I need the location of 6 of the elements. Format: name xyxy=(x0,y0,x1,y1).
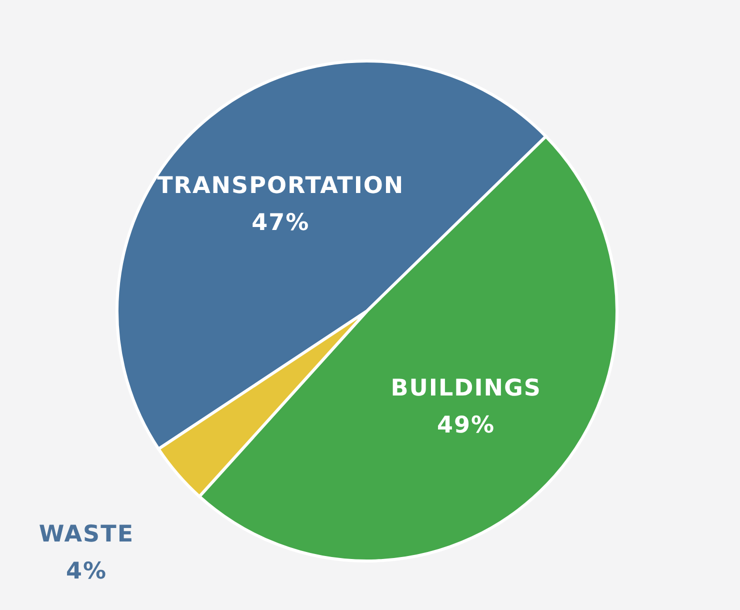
data-label: 47% xyxy=(252,210,310,236)
slice-label: TRANSPORTATION xyxy=(157,172,404,199)
data-label: 49% xyxy=(437,412,496,438)
slice-label: BUILDINGS xyxy=(390,375,542,402)
data-label: 4% xyxy=(66,558,108,584)
slice-label: WASTE xyxy=(38,521,134,548)
